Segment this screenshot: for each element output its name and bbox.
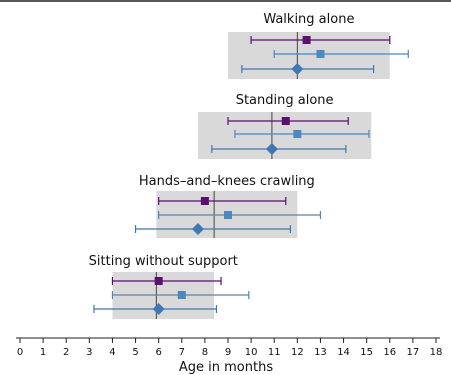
x-tick-label: 9 <box>225 347 231 358</box>
mean-marker-square <box>177 291 186 299</box>
x-tick-label: 13 <box>314 347 327 358</box>
milestone-group: Walking alone <box>228 12 409 79</box>
x-axis-label: Age in months <box>179 360 273 375</box>
x-tick-label: 18 <box>430 347 443 358</box>
mean-marker-diamond <box>291 63 304 75</box>
x-tick-label: 14 <box>337 347 350 358</box>
milestone-title: Standing alone <box>236 93 334 108</box>
mean-marker-square <box>200 197 209 205</box>
x-tick-label: 7 <box>179 347 185 358</box>
x-tick-label: 12 <box>291 347 304 358</box>
x-tick-label: 17 <box>407 347 420 358</box>
milestone-groups: Walking alone Standing alone Hands–and–kne… <box>89 12 409 319</box>
x-tick-label: 16 <box>383 347 396 358</box>
x-tick-label: 10 <box>245 347 258 358</box>
milestone-title: Walking alone <box>263 12 354 27</box>
x-tick-label: 15 <box>360 347 373 358</box>
milestone-group: Hands–and–knees crawling <box>134 174 322 238</box>
mean-marker-square <box>154 277 163 285</box>
x-tick-label: 2 <box>63 347 69 358</box>
x-tick-label: 3 <box>86 347 92 358</box>
milestone-title: Hands–and–knees crawling <box>139 174 315 189</box>
mean-marker-diamond <box>265 143 278 155</box>
x-axis: 0 1 2 3 4 5 6 7 8 9 10 11 12 13 14 15 16 17 18 <box>16 337 443 358</box>
mean-marker-square <box>316 50 325 58</box>
milestone-group: Standing alone <box>197 93 372 159</box>
mean-marker-diamond <box>191 223 204 235</box>
mean-marker-square <box>224 211 232 219</box>
mean-marker-square <box>293 130 302 138</box>
mean-marker-square <box>302 36 311 44</box>
x-tick-label: 8 <box>202 347 208 358</box>
milestone-group: Sitting without support <box>89 254 250 319</box>
x-tick-label: 0 <box>17 347 23 358</box>
x-tick-label: 1 <box>40 347 46 358</box>
x-tick-label: 11 <box>268 347 281 358</box>
milestone-title: Sitting without support <box>89 254 238 269</box>
x-tick-label: 4 <box>109 347 115 358</box>
mean-marker-diamond <box>152 303 165 315</box>
x-tick-label: 6 <box>155 347 161 358</box>
x-tick-label: 5 <box>132 347 138 358</box>
mean-marker-square <box>281 117 290 125</box>
